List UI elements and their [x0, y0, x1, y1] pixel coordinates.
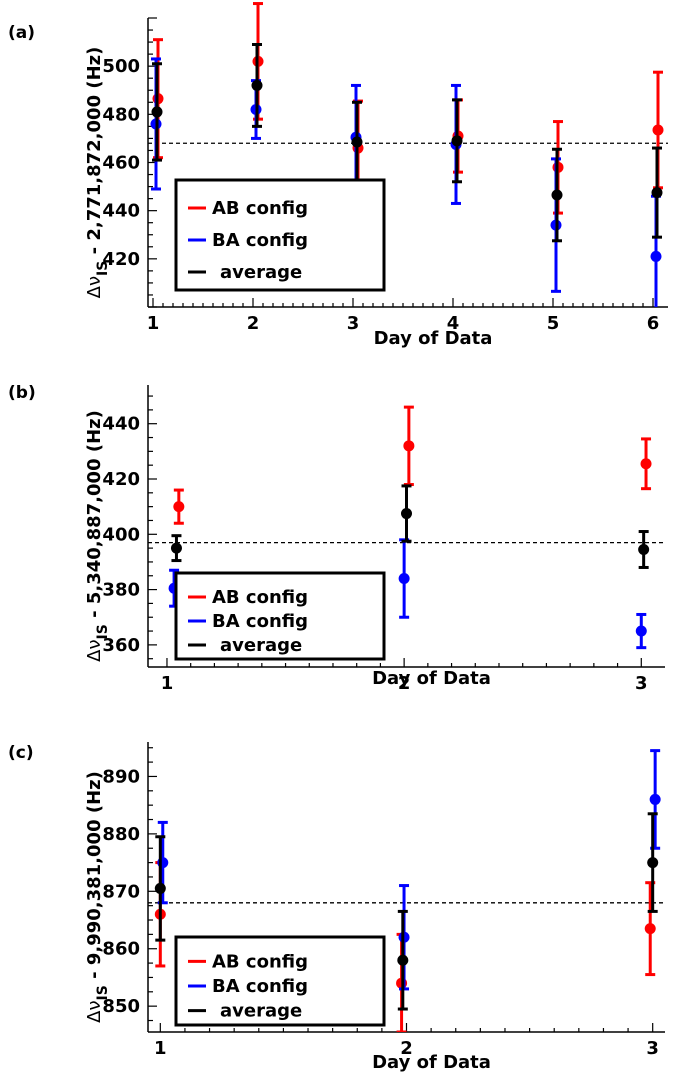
series-average	[154, 812, 659, 1011]
x-tick-label: 3	[646, 1038, 659, 1059]
legend-label: BA config	[212, 611, 308, 632]
series-average	[170, 484, 650, 569]
y-tick-label: 890	[102, 766, 140, 787]
data-point	[638, 544, 650, 555]
y-axis-title: ΔνIS - 2,771,872,000 (Hz)	[84, 47, 111, 299]
x-axis-title: Day of Data	[372, 1052, 491, 1073]
panel-label: (a)	[8, 23, 35, 43]
y-tick-label: 380	[102, 580, 140, 601]
data-point	[351, 136, 363, 148]
series-average	[151, 42, 663, 243]
y-axis-title-symbol: Δν	[84, 1000, 105, 1022]
y-tick-label: 480	[102, 104, 140, 125]
y-axis-title-subscript: IS	[95, 261, 111, 276]
y-tick-label: 420	[102, 249, 140, 270]
y-tick-label: 500	[102, 56, 140, 77]
legend-box	[174, 571, 386, 661]
data-point	[154, 882, 166, 894]
panel-label: (c)	[8, 743, 34, 763]
y-axis-title-symbol: Δν	[84, 639, 105, 661]
x-axis-title: Day of Data	[372, 668, 491, 689]
data-point	[251, 79, 263, 91]
x-tick-label: 3	[635, 673, 648, 694]
chart-panel-c: (c) 850 860 870 880 890 1 2 3 Day of Data ΔνIS - 9…	[8, 742, 665, 1073]
x-tick-label: 4	[447, 313, 460, 334]
y-tick-label: 870	[102, 881, 140, 902]
data-point	[398, 573, 410, 585]
y-axis-title-rest: - 2,771,872,000 (Hz)	[84, 47, 105, 261]
chart-panel-b: (b) 360 380 400 420 440 1 2 3 Day of Data ΔνIS - 5…	[8, 383, 665, 694]
y-tick-label: 880	[102, 824, 140, 845]
y-axis-title: ΔνIS - 5,340,887,000 (Hz)	[84, 410, 111, 662]
x-tick-label: 5	[547, 313, 560, 334]
y-tick-label: 440	[102, 414, 140, 435]
y-tick-label: 860	[102, 939, 140, 960]
x-tick-label: 2	[247, 313, 260, 334]
series-ab-config	[173, 405, 652, 525]
y-axis-title-rest: - 5,340,887,000 (Hz)	[84, 410, 105, 624]
data-point	[649, 793, 661, 805]
y-axis-title-subscript: IS	[95, 985, 111, 1000]
y-tick-label: 850	[102, 996, 140, 1017]
data-point	[403, 440, 415, 452]
data-point	[170, 542, 182, 554]
data-point	[650, 250, 662, 262]
data-point	[652, 124, 664, 136]
y-tick-label: 360	[102, 635, 140, 656]
legend-label: AB config	[212, 951, 308, 972]
data-point	[401, 508, 412, 520]
y-axis-title-subscript: IS	[95, 624, 111, 639]
data-points	[150, 2, 664, 307]
legend-box	[174, 935, 386, 1027]
data-points	[154, 749, 661, 1032]
legend-label: BA config	[212, 976, 308, 997]
x-tick-label: 1	[154, 1038, 167, 1059]
x-tick-label: 2	[400, 1038, 413, 1059]
y-tick-label: 420	[102, 469, 140, 490]
y-axis-title: ΔνIS - 9,990,381,000 (Hz)	[84, 771, 111, 1023]
y-tick-label: 460	[102, 153, 140, 174]
x-tick-label: 3	[347, 313, 360, 334]
data-point	[635, 625, 647, 637]
x-tick-label: 1	[161, 673, 174, 694]
legend: AB config BA config average	[174, 935, 386, 1027]
data-point	[397, 954, 409, 966]
panel-label: (b)	[8, 383, 36, 403]
x-tick-label: 2	[398, 673, 411, 694]
legend-label: average	[220, 262, 302, 283]
legend: AB config BA config average	[174, 178, 386, 292]
data-point	[173, 501, 185, 513]
data-point	[640, 458, 652, 470]
data-point	[651, 187, 663, 199]
data-point	[451, 135, 463, 147]
y-tick-label: 400	[102, 524, 140, 545]
x-axis-title: Day of Data	[374, 328, 493, 349]
data-point	[551, 189, 563, 201]
legend: AB config BA config average	[174, 571, 386, 661]
legend-label: average	[220, 635, 302, 656]
data-point	[644, 923, 656, 935]
y-axis-title-rest: - 9,990,381,000 (Hz)	[84, 771, 105, 985]
x-tick-label: 1	[147, 313, 160, 334]
data-point	[647, 857, 659, 869]
legend-box	[174, 178, 386, 292]
x-tick-label: 6	[647, 313, 660, 334]
legend-label: BA config	[212, 230, 308, 251]
y-axis-title-symbol: Δν	[84, 276, 105, 298]
legend-label: AB config	[212, 587, 308, 608]
chart-panel-a: (a) 420 440 460 480 500 1 2 3 4 5 6 Day of Data ΔνIS …	[8, 2, 668, 349]
legend-label: average	[220, 1001, 302, 1022]
data-point	[151, 106, 163, 118]
y-tick-label: 440	[102, 201, 140, 222]
legend-label: AB config	[212, 198, 308, 219]
